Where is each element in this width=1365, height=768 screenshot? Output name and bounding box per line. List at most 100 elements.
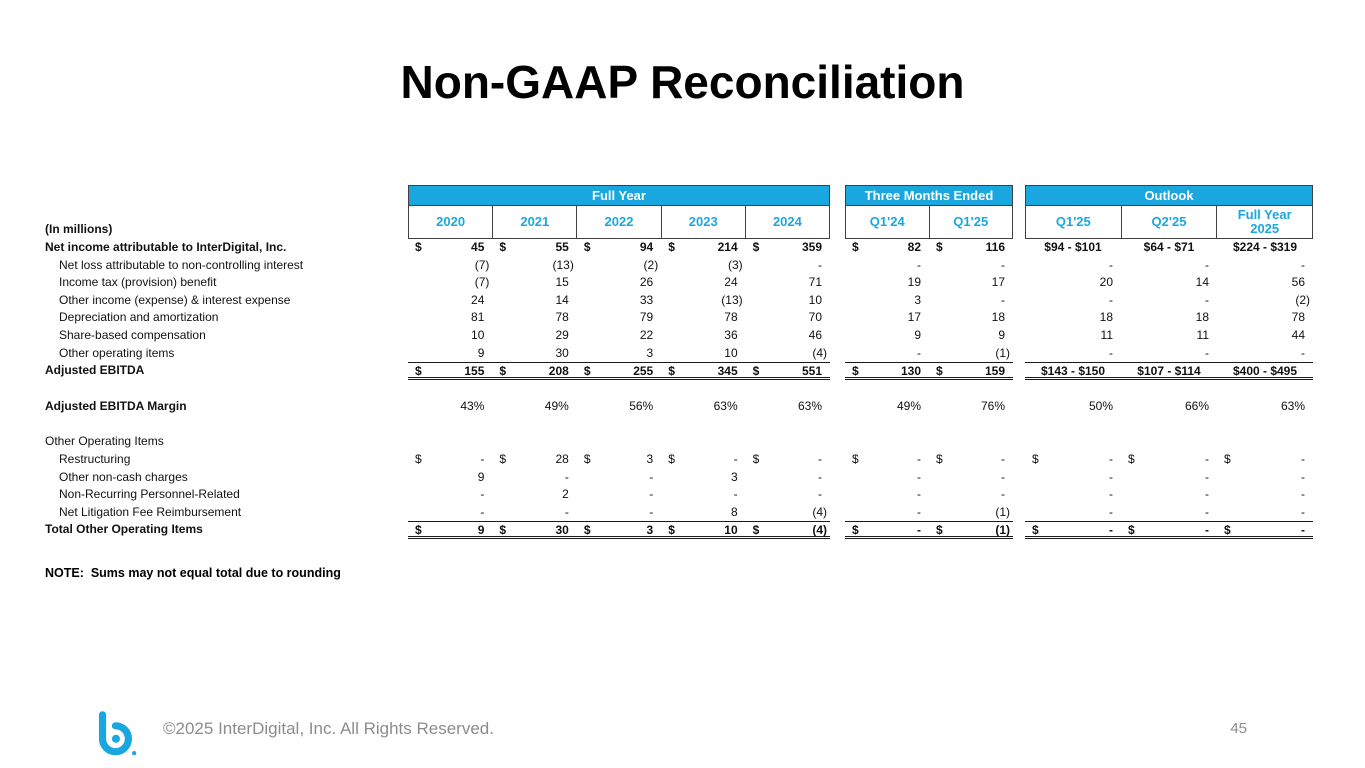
dollar-sign — [661, 257, 668, 275]
data-cell: $55 — [492, 239, 576, 257]
dollar-sign — [929, 398, 936, 416]
cell-value: - — [1109, 345, 1113, 360]
data-cell: - — [661, 486, 745, 504]
column-gap — [830, 398, 845, 416]
data-cell: - — [1217, 257, 1313, 275]
data-cell: $9 — [408, 522, 492, 536]
data-cell: 20 — [1025, 274, 1121, 292]
dollar-sign — [492, 469, 499, 487]
dollar-sign — [1121, 309, 1128, 327]
data-cell: (4) — [746, 345, 830, 363]
data-cell: - — [845, 469, 929, 487]
spacer-row — [45, 380, 1313, 398]
dollar-sign — [1025, 257, 1032, 275]
data-cell: 9 — [408, 469, 492, 487]
data-cell: $130 — [845, 363, 929, 377]
dollar-sign — [929, 327, 936, 345]
data-cell: $159 — [929, 363, 1013, 377]
data-cell: $94 — [577, 239, 661, 257]
dollar-sign — [1217, 469, 1224, 487]
dollar-sign — [1025, 486, 1032, 504]
column-header-q1-25: Q1'25 — [928, 206, 1013, 238]
row-group-out: --- — [1025, 486, 1313, 504]
row-label: Other income (expense) & interest expens… — [59, 292, 291, 307]
dollar-sign: $ — [583, 240, 591, 254]
dollar-sign — [408, 327, 415, 345]
cell-value: 130 — [900, 364, 921, 377]
column-gap — [1013, 274, 1025, 292]
dollar-sign — [408, 257, 415, 275]
data-cell: - — [1025, 292, 1121, 310]
dollar-sign — [661, 327, 668, 345]
dollar-sign — [492, 309, 499, 327]
data-cell: - — [845, 257, 929, 275]
cell-value: 43% — [460, 398, 485, 413]
data-cell: $ (1) — [929, 522, 1013, 536]
data-cell: 9 — [845, 327, 929, 345]
dollar-sign — [1217, 327, 1224, 345]
data-cell — [929, 433, 1013, 451]
cell-value: 9 — [477, 345, 485, 360]
data-cell: 63% — [1217, 398, 1313, 416]
dollar-sign — [845, 345, 852, 363]
cell-value: 94 — [639, 240, 654, 254]
cell-value: - — [1205, 523, 1209, 536]
dollar-sign — [929, 504, 936, 522]
cell-value: - — [1109, 451, 1113, 466]
dollar-sign — [746, 469, 753, 487]
dollar-sign — [1121, 327, 1128, 345]
cell-value: 70 — [808, 310, 823, 325]
row-group-fy: 43% 49% 56% 63% 63% — [408, 398, 830, 416]
dollar-sign: $ — [499, 364, 507, 377]
dollar-sign: $ — [1032, 523, 1039, 536]
dollar-sign — [1025, 327, 1032, 345]
column-gap — [1013, 345, 1025, 363]
data-cell — [746, 433, 830, 451]
cell-value: - — [1301, 487, 1305, 502]
row-group-tme: 49% 76% — [845, 398, 1013, 416]
data-cell: 22 — [577, 327, 661, 345]
dollar-sign: $ — [752, 523, 760, 536]
data-cell: 49% — [845, 398, 929, 416]
cell-value: $224 - $319 — [1232, 240, 1298, 254]
column-gap — [830, 327, 845, 345]
row-group-tme: 19 17 — [845, 274, 1013, 292]
column-gap — [1013, 521, 1025, 539]
cell-value: - — [564, 504, 569, 519]
data-cell: - — [1217, 504, 1313, 522]
cell-value: (2) — [643, 257, 659, 272]
cell-value: $400 - $495 — [1232, 364, 1298, 377]
row-group-out: - - (2) — [1025, 292, 1313, 310]
data-cell: (7) — [408, 257, 492, 275]
cell-value: (13) — [552, 257, 574, 272]
dollar-sign — [1025, 309, 1032, 327]
cell-value: - — [1109, 469, 1113, 484]
dollar-sign — [1121, 486, 1128, 504]
dollar-sign — [661, 486, 668, 504]
data-cell: 17 — [929, 274, 1013, 292]
table-row: Depreciation and amortization 81 78 79 78 70 1… — [45, 309, 1313, 327]
dollar-sign — [408, 309, 415, 327]
cell-value: - — [480, 451, 485, 466]
data-cell: 19 — [845, 274, 929, 292]
column-header-2023: 2023 — [660, 206, 745, 238]
data-cell: 10 — [746, 292, 830, 310]
data-cell: (4) — [746, 504, 830, 522]
table-row: Other Operating Items — [45, 433, 1313, 451]
cell-value: - — [818, 469, 823, 484]
dollar-sign — [492, 292, 499, 310]
cell-value: - — [818, 451, 823, 466]
data-cell: 44 — [1217, 327, 1313, 345]
data-cell: $ - — [746, 451, 830, 469]
dollar-sign — [845, 398, 852, 416]
data-cell: 18 — [1121, 309, 1217, 327]
dollar-sign — [408, 292, 415, 310]
data-cell: 18 — [1025, 309, 1121, 327]
data-cell: (1) — [929, 345, 1013, 363]
cell-value: - — [1301, 504, 1305, 519]
dollar-sign — [661, 398, 668, 416]
data-cell: $82 — [845, 239, 929, 257]
row-group-fy: $9 $30 $3 $10 $ (4) — [408, 521, 830, 539]
column-gap — [1013, 504, 1025, 522]
data-cell: (13) — [492, 257, 576, 275]
